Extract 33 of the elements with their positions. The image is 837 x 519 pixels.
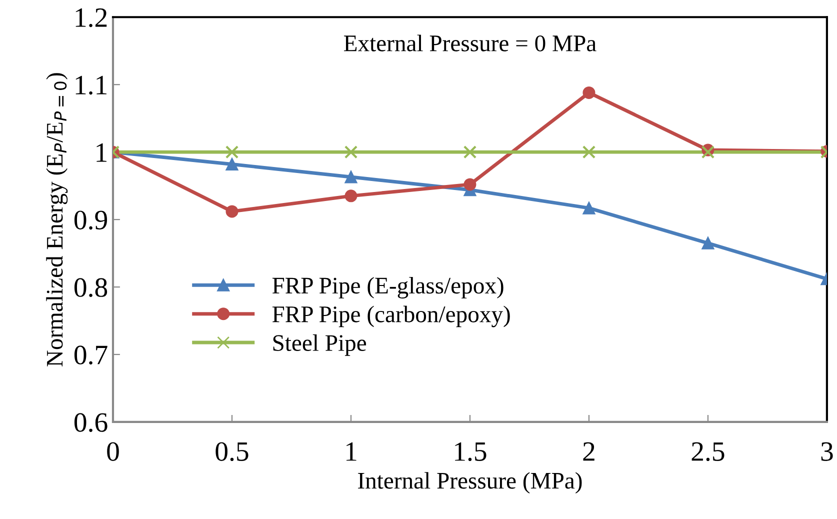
point (344, 190, 358, 202)
point (582, 145, 596, 159)
y-tick-label: 0.6 (74, 413, 108, 432)
point (464, 178, 476, 191)
point (702, 236, 714, 250)
x-tick-label: 0 (107, 442, 119, 461)
legend-label: Steel Pipe (273, 334, 366, 356)
y-tick-label: 1.1 (76, 76, 106, 95)
x-tick-label: 3 (821, 442, 833, 461)
point (463, 145, 477, 159)
point (344, 145, 358, 159)
point (582, 86, 596, 99)
x-tick-label: 1.5 (455, 442, 486, 462)
point (225, 145, 239, 159)
x-tick-label: 1 (346, 442, 356, 461)
annotation: External Pressure = 0 MPa (344, 34, 596, 52)
legend-label: FRP Pipe (E-glass/epox) (272, 277, 504, 298)
y-tick-label: 0.8 (74, 278, 108, 298)
x-tick-label: 2.5 (692, 442, 724, 462)
y-axis-title: Normalized Energy (E$_{P}$/E$_{P=0}$) (46, 73, 68, 366)
legend-label: FRP Pipe (carbon/epoxy) (272, 306, 510, 328)
y-tick-label: 1 (96, 143, 106, 162)
y-tick-label: 1.2 (76, 8, 107, 28)
point (701, 145, 715, 159)
x-tick-label: 0.5 (216, 442, 248, 462)
x-axis-title: Internal Pressure (MPa) (358, 472, 582, 494)
point (226, 158, 238, 170)
y-tick-label: 0.7 (74, 346, 108, 365)
point (582, 202, 596, 214)
y-tick-label: 0.9 (74, 210, 107, 230)
x-tick-label: 2 (583, 442, 594, 461)
point (344, 170, 358, 184)
point (226, 205, 238, 218)
